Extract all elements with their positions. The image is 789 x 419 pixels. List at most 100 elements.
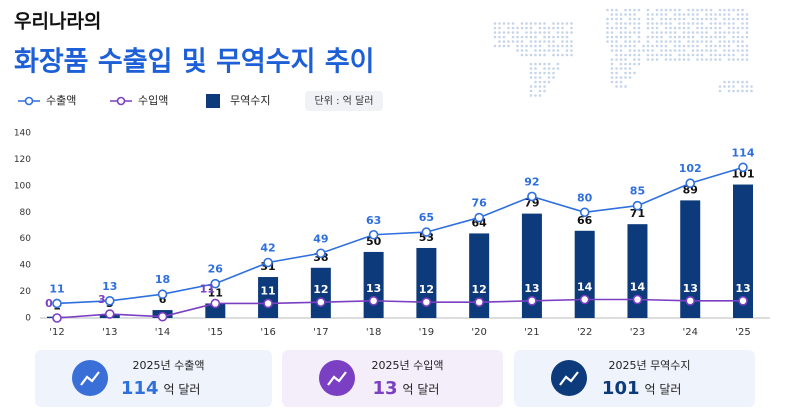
map-dot bbox=[718, 35, 722, 39]
map-dot bbox=[628, 49, 632, 52]
legend-label: 수입액 bbox=[138, 94, 168, 107]
map-dot bbox=[606, 35, 609, 39]
map-dot bbox=[538, 80, 542, 84]
map-dot bbox=[714, 13, 717, 16]
map-dot bbox=[655, 53, 659, 57]
point bbox=[263, 257, 273, 268]
map-dot bbox=[538, 62, 542, 66]
map-dot bbox=[633, 17, 636, 21]
map-dot bbox=[628, 35, 632, 39]
map-dot bbox=[673, 35, 677, 39]
map-dot bbox=[516, 44, 519, 48]
bar-label: 71 bbox=[630, 207, 645, 220]
map-dot bbox=[511, 26, 515, 30]
map-dot bbox=[538, 40, 542, 43]
map-dot bbox=[628, 71, 632, 75]
point bbox=[685, 296, 696, 306]
map-dot bbox=[552, 44, 555, 48]
map-dot bbox=[637, 8, 641, 12]
point-label: 102 bbox=[679, 162, 702, 175]
map-dot bbox=[565, 40, 569, 43]
map-dot bbox=[547, 31, 551, 34]
map-dot bbox=[534, 80, 537, 84]
x-tick-label: '12 bbox=[49, 327, 64, 338]
map-dot bbox=[498, 22, 501, 25]
map-dot bbox=[493, 26, 497, 30]
map-dot bbox=[538, 76, 542, 79]
map-dot bbox=[624, 85, 627, 88]
map-dot bbox=[561, 40, 564, 43]
point-label: 13 bbox=[524, 282, 539, 295]
map-dot bbox=[543, 67, 546, 70]
card-unit: 억 달러 bbox=[403, 383, 440, 397]
map-dot bbox=[628, 76, 632, 79]
map-dot bbox=[507, 40, 510, 43]
map-dot bbox=[727, 85, 731, 88]
map-dot bbox=[637, 22, 641, 25]
map-dot bbox=[709, 44, 713, 48]
card-label: 2025년 무역수지 bbox=[608, 359, 690, 372]
map-dot bbox=[655, 22, 659, 25]
map-dot bbox=[624, 22, 627, 25]
map-dot bbox=[570, 53, 573, 57]
map-dot bbox=[520, 49, 524, 52]
map-dot bbox=[691, 8, 695, 12]
map-dot bbox=[673, 17, 677, 21]
map-dot bbox=[543, 80, 546, 84]
map-dot bbox=[637, 17, 641, 21]
map-dot bbox=[633, 49, 636, 52]
map-dot bbox=[538, 94, 542, 97]
map-dot bbox=[741, 85, 744, 88]
icon-glyph bbox=[327, 371, 347, 386]
map-dot bbox=[529, 89, 533, 93]
subtitle: 우리나라의 bbox=[14, 11, 101, 33]
map-dot bbox=[651, 49, 654, 52]
map-dot bbox=[700, 17, 704, 21]
map-dot bbox=[493, 35, 497, 39]
map-dot bbox=[565, 35, 569, 39]
point bbox=[52, 298, 62, 309]
map-dot bbox=[619, 44, 623, 48]
map-dot bbox=[723, 22, 726, 25]
map-dot bbox=[714, 17, 717, 21]
map-dot bbox=[709, 35, 713, 39]
point-label: 114 bbox=[732, 146, 755, 159]
map-dot bbox=[664, 13, 668, 16]
unit-badge bbox=[305, 91, 383, 111]
map-dot bbox=[525, 53, 528, 57]
map-dot bbox=[610, 35, 614, 39]
map-dot bbox=[655, 58, 659, 61]
map-dot bbox=[669, 40, 672, 43]
y-tick-label: 40 bbox=[20, 261, 32, 271]
map-dot bbox=[660, 35, 663, 39]
map-dot bbox=[718, 85, 722, 88]
map-dot bbox=[619, 53, 623, 57]
map-dot bbox=[709, 26, 713, 30]
map-dot bbox=[723, 85, 726, 88]
map-dot bbox=[705, 58, 708, 61]
map-dot bbox=[732, 49, 735, 52]
map-dot bbox=[498, 26, 501, 30]
map-dot bbox=[678, 40, 681, 43]
map-dot bbox=[547, 40, 551, 43]
point bbox=[474, 212, 484, 223]
map-dot bbox=[664, 44, 668, 48]
map-dot bbox=[556, 22, 560, 25]
map-dot bbox=[498, 40, 501, 43]
map-dot bbox=[718, 89, 722, 93]
map-dot bbox=[732, 40, 735, 43]
map-dot bbox=[691, 49, 695, 52]
map-dot bbox=[543, 85, 546, 88]
map-dot bbox=[687, 53, 690, 57]
map-dot bbox=[543, 53, 546, 57]
map-dot bbox=[691, 44, 695, 48]
unit-text: 단위 : 억 달러 bbox=[315, 94, 374, 107]
x-tick-label: '21 bbox=[524, 327, 539, 338]
map-dot bbox=[714, 44, 717, 48]
map-dot bbox=[642, 49, 645, 52]
map-dot bbox=[538, 22, 542, 25]
map-dot bbox=[714, 53, 717, 57]
map-dot bbox=[660, 49, 663, 52]
map-dot bbox=[547, 26, 551, 30]
map-dot bbox=[529, 71, 533, 75]
